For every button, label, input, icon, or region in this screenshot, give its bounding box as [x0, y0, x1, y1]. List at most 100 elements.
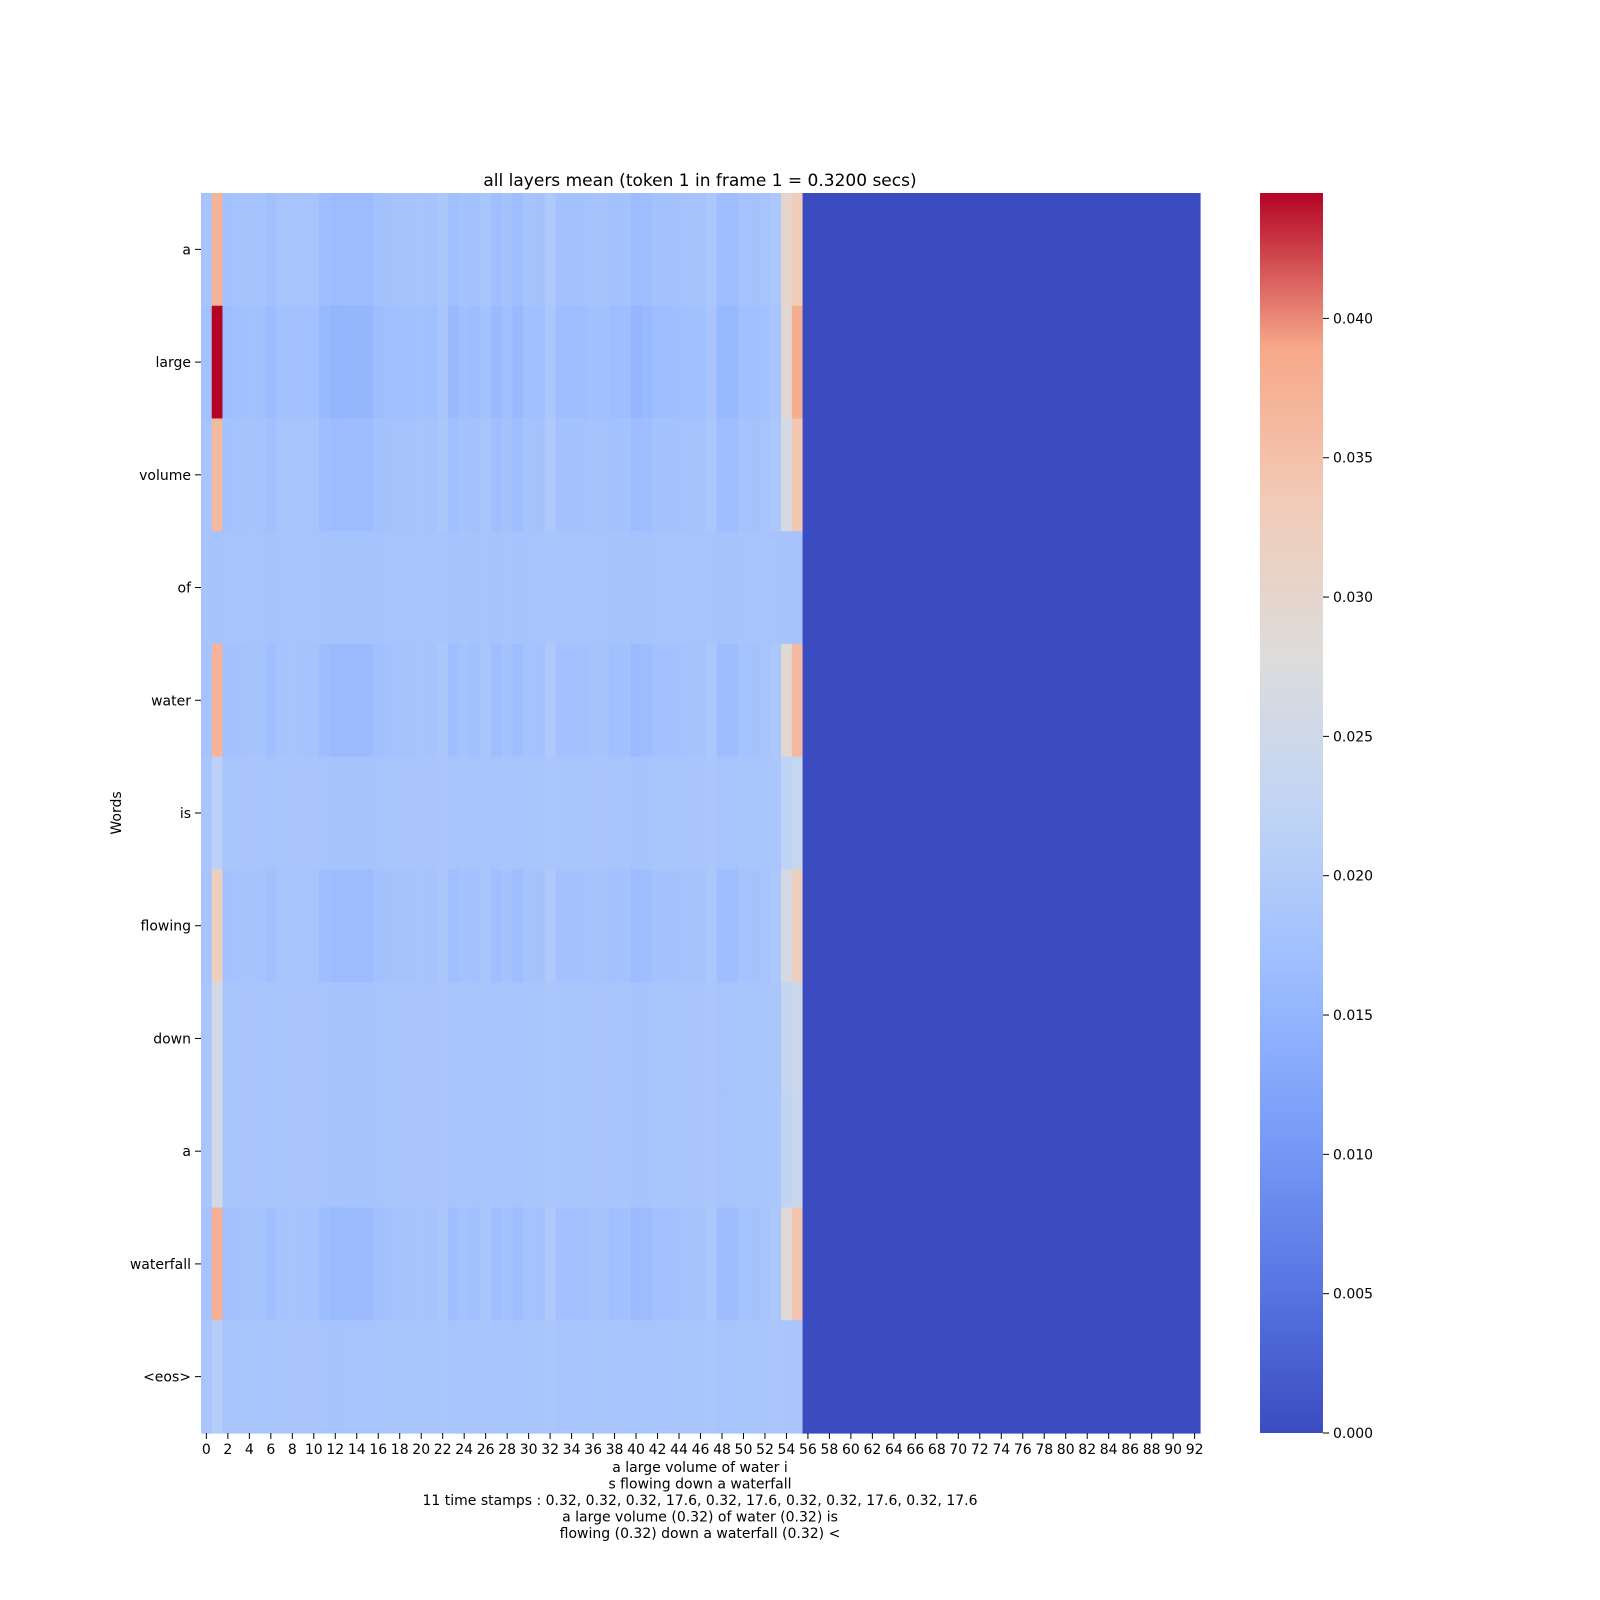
- heatmap-cell: [555, 1207, 567, 1321]
- heatmap-cell: [824, 193, 836, 307]
- heatmap-cell: [716, 982, 728, 1096]
- heatmap-cell: [566, 756, 578, 870]
- heatmap-cell: [1146, 869, 1158, 983]
- heatmap-cell: [759, 643, 771, 758]
- heatmap-cell: [329, 193, 342, 307]
- heatmap-cell: [1167, 305, 1180, 420]
- heatmap-cell: [501, 1094, 514, 1209]
- heatmap-cell: [329, 531, 342, 645]
- heatmap-cell: [265, 305, 277, 420]
- heatmap-cell: [308, 305, 320, 420]
- heatmap-cell: [576, 1094, 589, 1209]
- heatmap-cell: [974, 418, 986, 532]
- heatmap-cell: [748, 869, 761, 983]
- x-tick-label: 56: [799, 1442, 817, 1458]
- heatmap-cell: [426, 1094, 438, 1209]
- heatmap-cell: [791, 869, 804, 983]
- heatmap-cell: [759, 982, 771, 1096]
- heatmap-cell: [952, 1094, 965, 1209]
- heatmap-cell: [619, 305, 632, 420]
- heatmap-cell: [834, 1094, 847, 1209]
- x-axis-label: a large volume of water is flowing down …: [422, 1460, 977, 1542]
- heatmap-cell: [297, 982, 310, 1096]
- heatmap-cell: [1049, 643, 1061, 758]
- heatmap-cell: [652, 193, 664, 307]
- heatmap-cell: [512, 1207, 524, 1321]
- x-tick-label: 40: [627, 1442, 645, 1458]
- heatmap-cell: [426, 643, 438, 758]
- heatmap-cell: [265, 1207, 277, 1321]
- heatmap-cell: [888, 869, 900, 983]
- heatmap-cell: [748, 982, 761, 1096]
- heatmap-cell: [297, 756, 310, 870]
- heatmap-cell: [383, 193, 395, 307]
- heatmap-cell: [501, 1320, 514, 1434]
- heatmap-cell: [695, 982, 707, 1096]
- heatmap-cell: [555, 1320, 567, 1434]
- heatmap-cell: [1060, 643, 1072, 758]
- x-axis-label-line: flowing (0.32) down a waterfall (0.32) <: [560, 1526, 841, 1542]
- heatmap-cell: [888, 531, 900, 645]
- heatmap-cell: [619, 643, 632, 758]
- heatmap-cell: [1006, 305, 1018, 420]
- heatmap-cell: [276, 643, 288, 758]
- heatmap-cell: [415, 418, 428, 532]
- heatmap-cell: [458, 305, 471, 420]
- heatmap-cell: [1135, 418, 1147, 532]
- heatmap-cell: [1146, 305, 1158, 420]
- heatmap-cell: [362, 869, 374, 983]
- heatmap-cell: [684, 1207, 696, 1321]
- heatmap-cell: [770, 756, 782, 870]
- heatmap-cell: [351, 418, 363, 532]
- heatmap-cell: [534, 869, 546, 983]
- heatmap-cell: [824, 305, 836, 420]
- heatmap-cell: [1124, 1320, 1137, 1434]
- heatmap-cell: [329, 305, 342, 420]
- y-tick-label: flowing: [141, 919, 191, 935]
- heatmap-cell: [952, 193, 965, 307]
- heatmap-cell: [1178, 418, 1190, 532]
- heatmap-cell: [824, 1207, 836, 1321]
- heatmap-cell: [1124, 418, 1137, 532]
- heatmap-cell: [598, 418, 610, 532]
- heatmap-cell: [566, 193, 578, 307]
- heatmap-cell: [576, 869, 589, 983]
- heatmap-cell: [1028, 756, 1040, 870]
- heatmap-cell: [716, 305, 728, 420]
- heatmap-cell: [662, 1320, 675, 1434]
- heatmap-cell: [491, 305, 503, 420]
- heatmap-cell: [576, 418, 589, 532]
- heatmap-cell: [770, 982, 782, 1096]
- x-tick-label: 34: [563, 1442, 581, 1458]
- x-axis-label-line: 11 time stamps : 0.32, 0.32, 0.32, 17.6,…: [422, 1493, 977, 1509]
- heatmap-cell: [963, 1207, 976, 1321]
- heatmap-cell: [705, 531, 718, 645]
- heatmap-cell: [1135, 982, 1147, 1096]
- heatmap-cell: [856, 1094, 868, 1209]
- heatmap-cell: [834, 643, 847, 758]
- heatmap-cell: [952, 643, 965, 758]
- heatmap-cell: [458, 1207, 471, 1321]
- heatmap-cell: [609, 1094, 621, 1209]
- heatmap-cell: [716, 756, 728, 870]
- heatmap-cell: [383, 982, 395, 1096]
- heatmap-cell: [598, 982, 610, 1096]
- heatmap-cell: [415, 643, 428, 758]
- heatmap-cell: [845, 1094, 857, 1209]
- heatmap-cell: [351, 1320, 363, 1434]
- heatmap-cell: [458, 193, 471, 307]
- heatmap-cell: [308, 193, 320, 307]
- heatmap-cell: [1038, 1094, 1051, 1209]
- heatmap-cell: [1038, 982, 1051, 1096]
- heatmap-cell: [909, 1207, 922, 1321]
- heatmap-cell: [1178, 531, 1190, 645]
- heatmap-cell: [1071, 418, 1083, 532]
- heatmap-cell: [952, 869, 965, 983]
- heatmap-cell: [985, 1207, 997, 1321]
- heatmap-cell: [480, 1094, 492, 1209]
- heatmap-cell: [372, 305, 385, 420]
- heatmap-cell: [308, 1207, 320, 1321]
- x-tick-label: 74: [992, 1442, 1010, 1458]
- heatmap-cell: [233, 1094, 245, 1209]
- heatmap-cell: [1114, 869, 1126, 983]
